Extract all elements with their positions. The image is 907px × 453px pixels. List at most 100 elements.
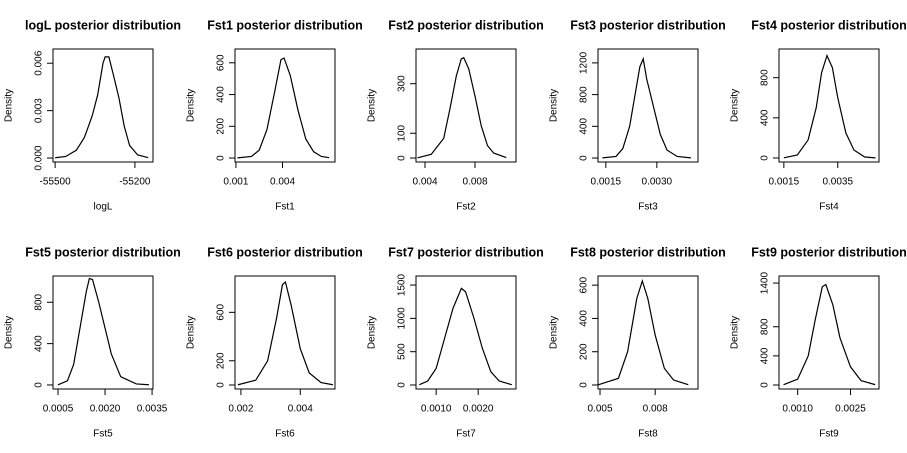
density-line: [237, 280, 333, 385]
density-panel: Fst7 posterior distribution Fst7 Density 0.…: [367, 245, 544, 439]
y-tick-label: 200: [578, 342, 589, 359]
plot-box: [415, 275, 517, 389]
density-line: [417, 56, 507, 159]
x-tick-label: 0.004: [412, 177, 437, 188]
x-tick-label: 0.0035: [137, 403, 168, 414]
density-line: [783, 283, 876, 385]
y-axis-label: Density: [185, 315, 196, 348]
y-tick-label: 0.006: [34, 50, 45, 75]
y-tick-label: 600: [215, 54, 226, 71]
plot-box: [52, 275, 154, 389]
y-tick-label: 0.000: [34, 145, 45, 170]
plot-box: [415, 48, 517, 163]
y-tick-label: 400: [215, 86, 226, 103]
x-tick-label: 0.0010: [421, 403, 452, 414]
y-axis-label: Density: [367, 315, 378, 348]
density-line: [57, 277, 149, 385]
plot-box: [778, 275, 880, 389]
x-tick-label: 0.0015: [769, 177, 800, 188]
density-panel: Fst9 posterior distribution Fst9 Density 0.…: [730, 245, 907, 439]
x-axis-label: Fst1: [275, 202, 295, 213]
x-tick-label: 0.001: [223, 177, 248, 188]
x-axis-label: Fst6: [275, 428, 295, 439]
y-axis-label: Density: [4, 89, 15, 122]
density-panel: Fst3 posterior distribution Fst3 Density 0.…: [548, 18, 726, 213]
x-tick-label: 0.0015: [590, 177, 621, 188]
panel-title: Fst6 posterior distribution: [207, 245, 363, 259]
y-tick-label: 0: [760, 381, 771, 387]
y-axis-label: Density: [548, 315, 559, 348]
density-line: [55, 56, 149, 159]
y-tick-label: 200: [215, 352, 226, 369]
x-tick-label: -55500: [40, 177, 72, 188]
plot-box: [234, 275, 335, 389]
x-tick-label: 0.002: [228, 403, 253, 414]
x-tick-label: 0.008: [462, 177, 487, 188]
density-panel: Fst8 posterior distribution Fst8 Density 0.…: [548, 245, 725, 439]
y-tick-label: 100: [397, 124, 408, 141]
y-tick-label: 0: [578, 381, 589, 387]
x-tick-label: -55200: [119, 177, 151, 188]
y-tick-label: 800: [760, 69, 771, 86]
plot-box: [597, 48, 698, 163]
x-axis-label: Fst7: [456, 428, 476, 439]
plot-box: [597, 275, 698, 389]
y-tick-label: 1500: [397, 273, 408, 296]
y-tick-label: 800: [760, 317, 771, 334]
x-tick-label: 0.0035: [822, 177, 853, 188]
y-tick-label: 0: [215, 381, 226, 387]
y-tick-label: 800: [34, 293, 45, 310]
plot-box: [234, 48, 335, 163]
panel-title: Fst4 posterior distribution: [751, 18, 907, 32]
plot-box: [778, 48, 880, 163]
density-line: [783, 53, 876, 159]
density-line: [236, 57, 329, 159]
y-tick-label: 600: [215, 303, 226, 320]
y-tick-label: 400: [760, 347, 771, 364]
panel-title: Fst9 posterior distribution: [751, 245, 907, 259]
y-axis-label: Density: [367, 89, 378, 122]
y-tick-label: 600: [578, 276, 589, 293]
y-axis-label: Density: [185, 89, 196, 122]
y-tick-label: 400: [34, 334, 45, 351]
x-tick-label: 0.0030: [641, 177, 672, 188]
y-tick-label: 800: [578, 86, 589, 103]
density-panel: Fst1 posterior distribution Fst1 Density 0.…: [185, 18, 363, 213]
x-axis-label: Fst4: [819, 202, 839, 213]
x-tick-label: 0.0020: [90, 403, 121, 414]
panel-title: Fst3 posterior distribution: [570, 18, 726, 32]
panel-title: Fst1 posterior distribution: [207, 18, 363, 32]
y-tick-label: 0: [34, 381, 45, 387]
panel-title: logL posterior distribution: [25, 18, 181, 32]
x-tick-label: 0.005: [587, 403, 612, 414]
density-panel: logL posterior distribution logL Density -5…: [4, 18, 181, 212]
y-tick-label: 0: [215, 155, 226, 161]
x-axis-label: Fst5: [93, 428, 113, 439]
panel-title: Fst7 posterior distribution: [388, 245, 544, 259]
x-tick-label: 0.0020: [463, 403, 494, 414]
x-axis-label: Fst2: [456, 202, 476, 213]
y-tick-label: 0.003: [34, 98, 45, 123]
density-line: [601, 56, 691, 159]
y-axis-label: Density: [730, 89, 741, 122]
x-tick-label: 0.0025: [835, 403, 866, 414]
y-axis-label: Density: [4, 315, 15, 348]
panel-title: Fst2 posterior distribution: [388, 18, 544, 32]
x-tick-label: 0.0010: [782, 403, 813, 414]
density-line: [419, 286, 512, 385]
x-axis-label: Fst9: [819, 428, 839, 439]
y-tick-label: 0: [397, 381, 408, 387]
y-tick-label: 0: [578, 155, 589, 161]
x-tick-label: 0.004: [269, 177, 294, 188]
y-tick-label: 200: [215, 118, 226, 135]
y-tick-label: 300: [397, 75, 408, 92]
y-axis-label: Density: [548, 89, 559, 122]
y-tick-label: 0: [397, 155, 408, 161]
density-panel: Fst4 posterior distribution Fst4 Density 0.…: [730, 18, 907, 213]
x-tick-label: 0.0005: [43, 403, 74, 414]
x-axis-label: Fst3: [638, 202, 658, 213]
y-tick-label: 400: [578, 309, 589, 326]
panel-title: Fst5 posterior distribution: [25, 245, 181, 259]
plot-box: [52, 48, 154, 163]
